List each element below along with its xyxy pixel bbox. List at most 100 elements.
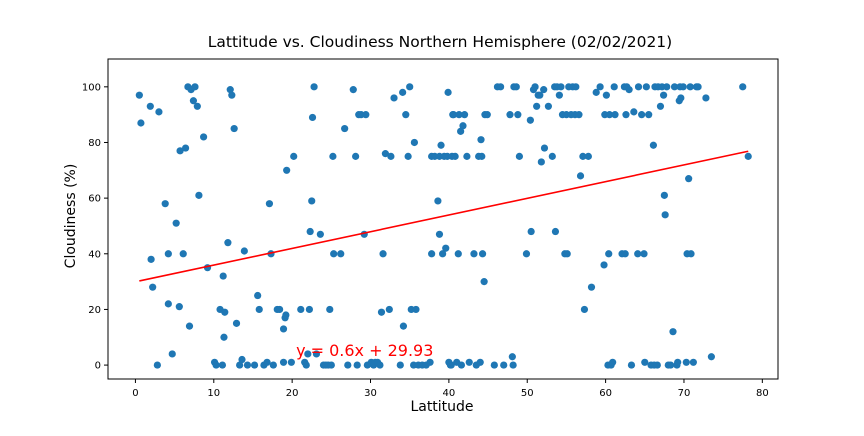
y-tick-label: 0 xyxy=(95,361,101,372)
data-point xyxy=(596,83,604,91)
data-point xyxy=(224,239,232,247)
data-point xyxy=(515,152,524,160)
data-point xyxy=(385,305,393,314)
data-point xyxy=(605,111,614,119)
data-point xyxy=(228,91,236,99)
data-point xyxy=(580,305,589,314)
data-point xyxy=(537,158,545,166)
data-point xyxy=(337,250,345,258)
regression-line xyxy=(139,150,749,282)
data-point xyxy=(189,97,198,105)
data-point xyxy=(327,361,335,369)
data-point xyxy=(179,250,187,258)
data-point xyxy=(406,83,414,91)
data-point xyxy=(506,111,514,119)
data-point xyxy=(404,152,412,160)
data-point xyxy=(399,88,407,96)
data-point xyxy=(153,361,161,369)
data-point xyxy=(459,122,467,130)
data-point xyxy=(592,88,600,96)
data-point xyxy=(634,250,642,258)
data-point xyxy=(478,250,487,258)
y-axis-ticks: 0 20 40 60 80 100 xyxy=(82,82,108,372)
data-point xyxy=(412,305,420,314)
data-point xyxy=(638,111,646,119)
x-axis-label: Lattitude xyxy=(410,399,473,415)
data-point xyxy=(508,353,516,361)
data-point xyxy=(377,308,386,316)
data-point xyxy=(575,111,583,119)
data-point xyxy=(316,230,324,238)
data-point xyxy=(540,86,548,94)
x-tick-label: 80 xyxy=(756,388,769,399)
x-tick-label: 60 xyxy=(599,388,612,399)
y-tick-label: 80 xyxy=(88,138,101,149)
data-point xyxy=(221,308,229,316)
data-point xyxy=(447,361,455,369)
data-point xyxy=(218,361,227,369)
data-point xyxy=(551,227,560,236)
x-tick-label: 0 xyxy=(132,388,138,399)
data-point xyxy=(195,191,203,199)
data-point xyxy=(744,152,752,160)
data-point xyxy=(175,303,183,311)
data-point xyxy=(146,102,154,110)
data-point xyxy=(600,261,608,269)
data-point xyxy=(653,361,661,369)
data-point xyxy=(625,86,633,94)
y-tick-label: 40 xyxy=(88,249,101,260)
data-point xyxy=(667,361,675,369)
data-point xyxy=(434,197,442,205)
data-point xyxy=(460,111,469,119)
data-point xyxy=(149,283,157,291)
data-point xyxy=(621,250,629,258)
data-point xyxy=(544,102,552,110)
data-point xyxy=(330,250,338,258)
data-point xyxy=(437,141,445,149)
data-point xyxy=(674,358,682,366)
y-axis-label: Cloudiness (%) xyxy=(63,164,79,269)
data-point xyxy=(220,333,228,341)
data-point xyxy=(512,83,520,91)
data-point xyxy=(387,152,395,160)
data-point xyxy=(645,111,653,119)
data-point xyxy=(164,250,172,258)
data-point xyxy=(480,278,488,286)
x-tick-label: 20 xyxy=(286,388,299,399)
data-point xyxy=(238,355,246,364)
data-point xyxy=(352,152,360,160)
data-point xyxy=(531,83,539,91)
data-point xyxy=(656,102,665,110)
data-point xyxy=(191,83,199,91)
data-point xyxy=(686,83,694,91)
data-point xyxy=(609,358,617,366)
data-point xyxy=(353,361,361,369)
data-point xyxy=(172,219,180,227)
data-point xyxy=(605,250,613,258)
data-point xyxy=(200,133,208,141)
x-tick-label: 50 xyxy=(521,388,534,399)
data-point xyxy=(685,175,693,183)
data-point xyxy=(344,361,352,369)
data-point xyxy=(399,322,408,330)
data-point xyxy=(641,358,649,366)
data-point xyxy=(255,305,263,314)
data-point xyxy=(490,361,498,369)
data-point xyxy=(341,124,349,133)
data-point xyxy=(514,111,522,119)
data-point xyxy=(219,272,227,280)
data-point xyxy=(526,116,534,124)
data-point xyxy=(396,361,404,369)
data-point xyxy=(455,111,463,119)
data-point xyxy=(694,83,702,91)
x-tick-label: 70 xyxy=(678,388,691,399)
data-point xyxy=(454,250,462,258)
data-point xyxy=(155,108,163,116)
data-point xyxy=(634,83,643,91)
data-point xyxy=(376,361,384,369)
data-point xyxy=(444,88,452,96)
data-point xyxy=(306,227,314,236)
data-point xyxy=(540,144,549,152)
data-point xyxy=(250,361,259,369)
y-tick-label: 20 xyxy=(88,305,101,316)
